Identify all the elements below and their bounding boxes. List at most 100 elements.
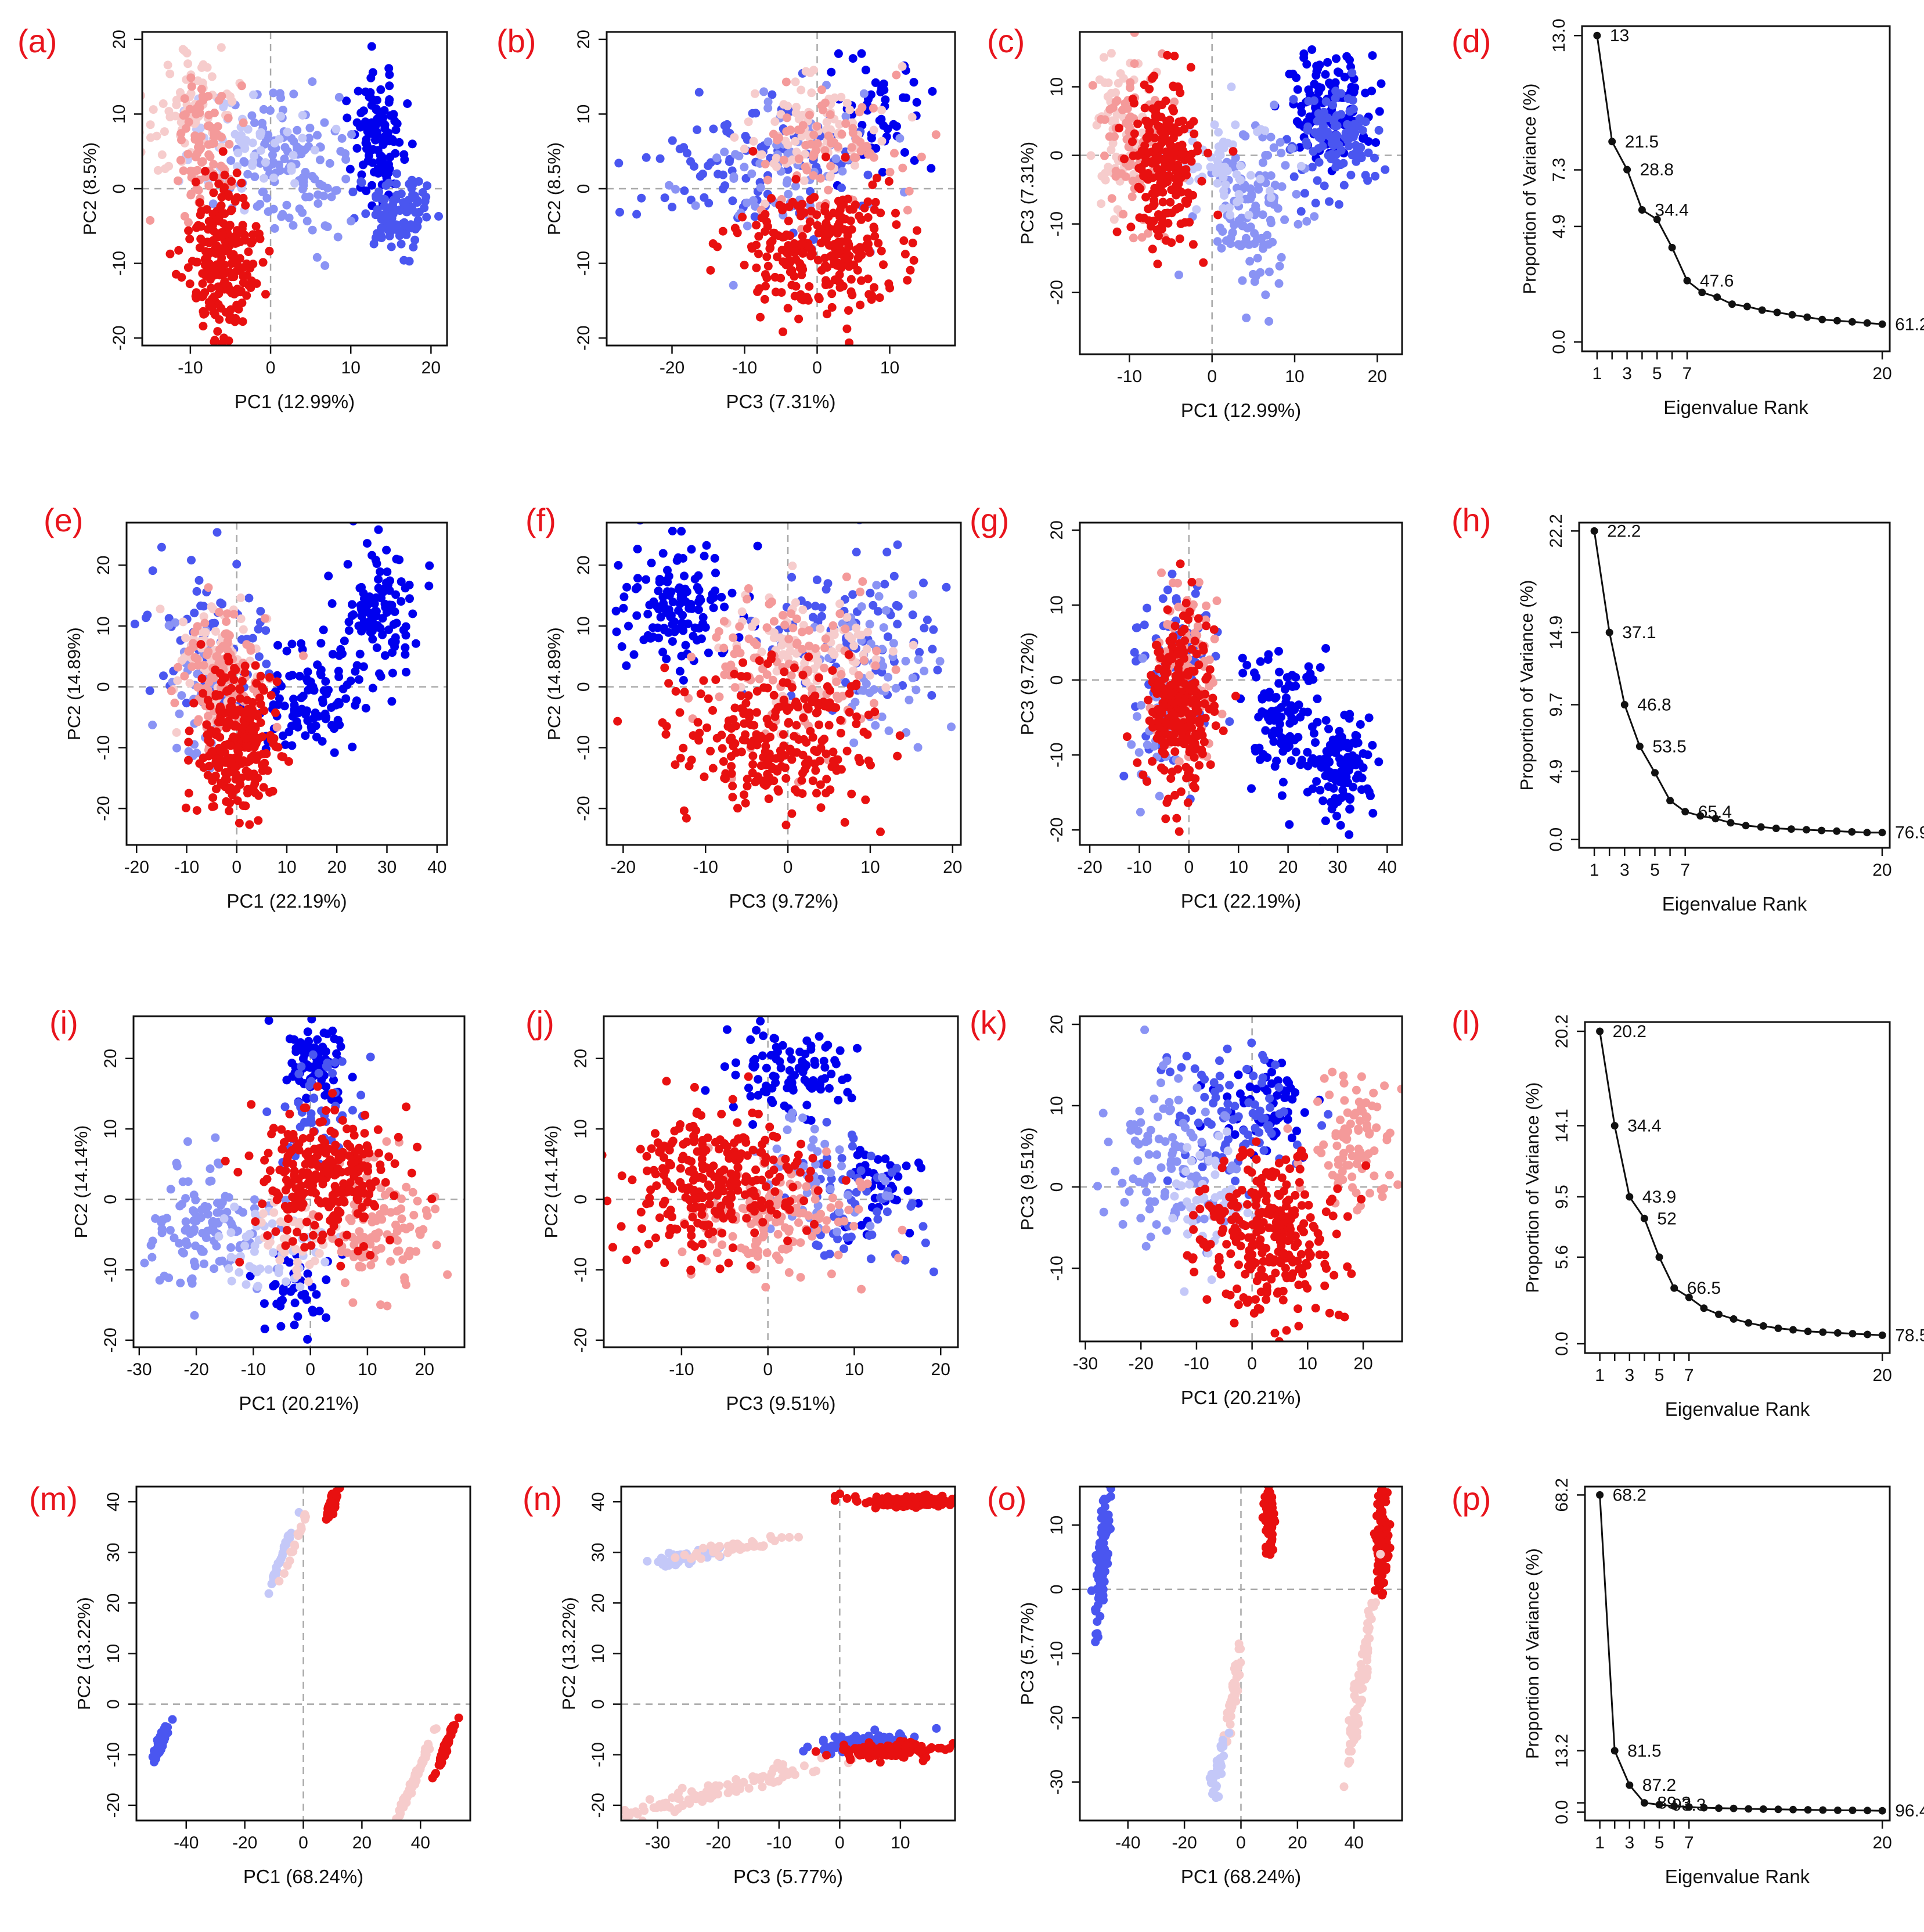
y-tick-label: 0.0 <box>1547 828 1566 852</box>
data-point <box>920 667 929 675</box>
data-point <box>1304 662 1313 671</box>
data-point <box>760 294 769 304</box>
data-point <box>130 620 139 629</box>
data-point <box>1172 204 1181 214</box>
data-point <box>392 555 401 564</box>
data-point <box>247 846 255 855</box>
data-point <box>299 177 308 186</box>
data-point <box>739 709 748 718</box>
data-point <box>730 670 739 679</box>
data-point <box>244 593 254 603</box>
data-point <box>307 1016 316 1024</box>
data-point <box>1321 816 1330 825</box>
data-point <box>909 78 918 87</box>
data-point <box>280 740 290 749</box>
data-point <box>1210 701 1219 711</box>
x-axis-title: PC1 (22.19%) <box>226 890 347 912</box>
data-point <box>1179 611 1188 620</box>
data-point <box>387 242 396 251</box>
data-point <box>866 90 875 99</box>
data-point <box>822 749 831 758</box>
data-point <box>824 703 833 712</box>
data-point <box>826 110 835 119</box>
data-point <box>654 634 664 643</box>
data-point <box>1803 313 1811 321</box>
data-point <box>399 625 408 635</box>
data-point <box>322 1082 331 1091</box>
data-point <box>727 588 737 598</box>
data-point <box>1252 672 1261 682</box>
data-point <box>321 677 330 686</box>
data-point <box>209 172 218 182</box>
data-point <box>869 125 878 135</box>
data-point <box>1350 83 1360 92</box>
data-point <box>197 292 207 301</box>
data-point <box>197 207 206 216</box>
data-point <box>1193 700 1202 709</box>
y-tick-label: 20 <box>574 30 593 49</box>
data-point <box>1313 718 1322 727</box>
data-point <box>1238 668 1248 678</box>
data-point <box>881 95 890 105</box>
data-point <box>185 726 194 736</box>
x-tick-label: 0 <box>1184 858 1194 877</box>
data-point <box>863 730 872 739</box>
data-point <box>1818 826 1826 834</box>
data-point <box>347 130 356 139</box>
data-point <box>892 122 901 131</box>
data-point <box>689 731 698 740</box>
data-point <box>262 749 271 758</box>
data-point <box>344 617 354 627</box>
data-point <box>203 63 212 72</box>
data-point <box>217 717 226 726</box>
data-point <box>888 647 898 656</box>
data-point <box>665 181 673 190</box>
data-point <box>322 1313 331 1322</box>
data-point <box>388 668 397 678</box>
data-point <box>302 674 311 683</box>
data-point <box>842 99 852 108</box>
data-point <box>286 1287 296 1296</box>
data-point <box>1345 805 1354 814</box>
data-point <box>262 1107 272 1117</box>
data-point <box>158 99 168 108</box>
data-point <box>1194 707 1203 716</box>
data-point <box>173 676 182 685</box>
data-point <box>201 247 210 256</box>
data-point <box>872 581 881 590</box>
data-point <box>871 721 880 730</box>
data-point <box>220 183 229 192</box>
data-point <box>224 718 233 727</box>
data-point <box>642 153 651 162</box>
data-point <box>289 695 298 704</box>
data-point <box>845 338 854 346</box>
data-point <box>882 548 892 557</box>
data-point <box>1818 315 1826 323</box>
data-point <box>340 636 349 646</box>
data-point <box>878 168 887 177</box>
plot-frame <box>1079 31 1403 355</box>
data-point <box>1183 798 1192 807</box>
y-axis-title: Proportion of Variance (%) <box>1519 84 1540 294</box>
data-point <box>333 232 343 242</box>
data-point <box>225 631 234 640</box>
data-point <box>826 686 834 695</box>
data-point <box>805 217 815 226</box>
data-point <box>903 276 912 285</box>
data-point <box>681 641 690 650</box>
data-point <box>211 771 220 780</box>
data-point <box>301 1045 310 1054</box>
data-point <box>687 545 696 554</box>
x-tick-label: -10 <box>174 858 199 877</box>
data-point <box>341 174 351 184</box>
data-point <box>893 751 902 761</box>
data-point <box>790 732 799 741</box>
data-point <box>250 118 259 127</box>
data-point <box>179 111 188 120</box>
data-point <box>803 224 812 233</box>
data-point <box>1177 149 1187 158</box>
data-point <box>232 560 242 569</box>
data-point <box>1186 120 1195 129</box>
data-point <box>1590 527 1598 535</box>
